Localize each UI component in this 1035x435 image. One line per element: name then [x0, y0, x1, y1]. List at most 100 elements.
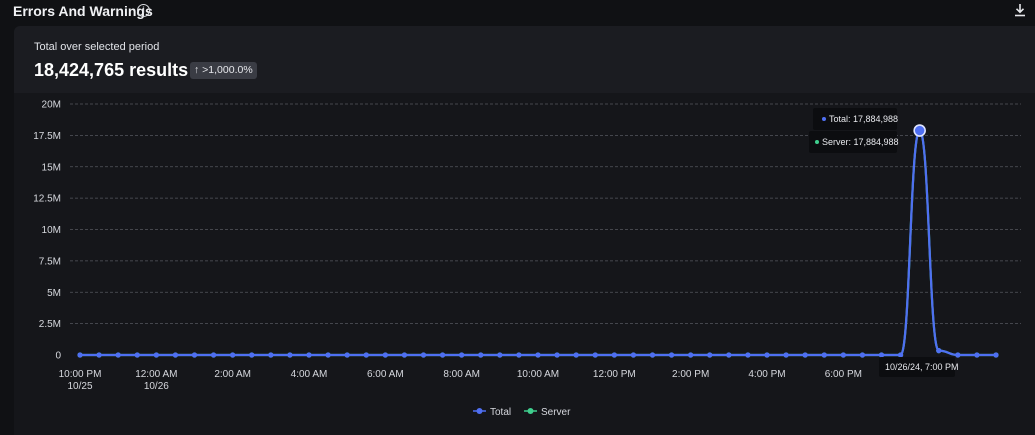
x-tick-label: 10:00 AM — [517, 369, 559, 380]
y-tick-label: 5M — [47, 288, 61, 299]
x-tick-label: 12:00 AM — [135, 369, 177, 380]
tooltip-total-dot — [822, 117, 826, 121]
data-point-total[interactable] — [878, 352, 885, 358]
data-point-total[interactable] — [764, 352, 770, 358]
data-point-total[interactable] — [783, 352, 789, 358]
data-point-total[interactable] — [649, 352, 656, 358]
x-tick-label: 2:00 PM — [672, 369, 709, 380]
data-point-total[interactable] — [955, 352, 961, 358]
y-tick-label: 17.5M — [33, 131, 61, 142]
data-point-total[interactable] — [306, 352, 312, 358]
data-point-total[interactable] — [745, 352, 751, 358]
data-point-total[interactable] — [115, 352, 121, 358]
y-tick-label: 2.5M — [39, 319, 61, 330]
y-tick-label: 10M — [42, 225, 61, 236]
tooltip-time-label: 10/26/24, 7:00 PM — [885, 362, 959, 372]
legend-server-label: Server — [541, 407, 571, 418]
x-tick-label: 2:00 AM — [214, 369, 251, 380]
data-point-total[interactable] — [611, 352, 617, 358]
data-point-total[interactable] — [191, 352, 198, 358]
data-point-total[interactable] — [77, 352, 83, 358]
data-point-total[interactable] — [420, 352, 427, 358]
data-point-total[interactable] — [516, 352, 522, 358]
data-point-total[interactable] — [554, 352, 560, 358]
data-point-total[interactable] — [859, 352, 866, 358]
data-point-total[interactable] — [96, 352, 102, 358]
x-tick-label: 10:00 PM — [59, 369, 102, 380]
change-badge: ↑ >1,000.0% — [190, 62, 257, 79]
data-point-total[interactable] — [478, 352, 484, 358]
tooltip: Total: 17,884,988 Server: 17,884,988 10/… — [809, 108, 959, 377]
x-tick-sublabel: 10/25 — [67, 381, 92, 392]
summary-value: 18,424,765 results — [34, 60, 189, 80]
y-tick-label: 0 — [55, 351, 61, 362]
data-point-total[interactable] — [153, 352, 159, 358]
data-point-total[interactable] — [210, 352, 217, 358]
data-point-total[interactable] — [268, 352, 274, 358]
x-tick-label: 6:00 PM — [825, 369, 862, 380]
data-point-total[interactable] — [535, 352, 541, 358]
legend-item-total[interactable]: Total — [473, 407, 511, 418]
tooltip-server-label: Server: 17,884,988 — [822, 137, 899, 147]
data-point-total[interactable] — [821, 352, 827, 358]
y-axis-ticks: 0 2.5M 5M 7.5M 10M 12.5M 15M 17.5M 20M — [33, 100, 61, 362]
x-tick-sublabel: 10/26 — [144, 381, 169, 392]
data-point-total[interactable] — [497, 352, 503, 358]
data-point-total[interactable] — [688, 352, 694, 358]
data-point-total[interactable] — [287, 352, 293, 358]
widget-title: Errors And Warnings — [13, 3, 153, 19]
x-tick-label: 6:00 AM — [367, 369, 404, 380]
tooltip-server-dot — [815, 140, 819, 144]
data-point-total[interactable] — [936, 348, 942, 354]
tooltip-total-box — [813, 108, 897, 130]
legend-total-label: Total — [490, 407, 511, 418]
data-point-total[interactable] — [592, 352, 598, 358]
data-point-total[interactable] — [974, 352, 980, 358]
series-line-server — [80, 129, 996, 357]
legend-item-server[interactable]: Server — [524, 407, 571, 418]
data-point-total[interactable] — [134, 352, 140, 358]
legend-total-marker — [476, 408, 483, 414]
x-tick-label: 4:00 PM — [748, 369, 785, 380]
y-tick-label: 20M — [42, 100, 61, 111]
highlighted-data-point[interactable] — [913, 124, 926, 137]
data-point-total[interactable] — [630, 352, 637, 358]
data-point-total[interactable] — [172, 352, 179, 358]
y-tick-label: 15M — [42, 162, 61, 173]
tooltip-total-label: Total: 17,884,988 — [829, 114, 898, 124]
widget-header: Errors And Warnings i — [0, 0, 1035, 24]
x-tick-label: 8:00 AM — [443, 369, 480, 380]
data-point-total[interactable] — [726, 352, 732, 358]
data-point-total[interactable] — [382, 352, 388, 358]
info-icon[interactable]: i — [137, 4, 150, 17]
tooltip-server-box — [809, 131, 897, 153]
data-point-total[interactable] — [993, 352, 999, 358]
data-point-total[interactable] — [840, 352, 846, 358]
x-tick-label: 4:00 AM — [291, 369, 328, 380]
data-point-total[interactable] — [459, 352, 465, 358]
summary-label: Total over selected period — [34, 41, 160, 53]
data-point-total[interactable] — [325, 352, 331, 358]
legend-server-marker — [527, 408, 534, 414]
data-point-total[interactable] — [897, 352, 904, 358]
data-point-total[interactable] — [344, 352, 350, 358]
download-icon[interactable] — [1013, 3, 1027, 17]
tooltip-time-box — [879, 357, 955, 377]
series-line-total — [80, 129, 996, 357]
data-point-total[interactable] — [573, 352, 579, 358]
legend: Total Server — [473, 407, 571, 418]
series-layer — [77, 124, 999, 358]
data-point-total[interactable] — [230, 352, 236, 358]
data-point-total[interactable] — [707, 352, 713, 358]
data-point-total[interactable] — [668, 352, 675, 358]
data-point-total[interactable] — [439, 352, 446, 358]
y-tick-label: 7.5M — [39, 256, 61, 267]
x-tick-label: 12:00 PM — [593, 369, 636, 380]
data-point-total[interactable] — [249, 352, 255, 358]
data-point-total[interactable] — [363, 352, 369, 358]
data-point-total[interactable] — [802, 352, 808, 358]
y-tick-label: 12.5M — [33, 194, 61, 205]
data-point-total[interactable] — [401, 352, 408, 358]
